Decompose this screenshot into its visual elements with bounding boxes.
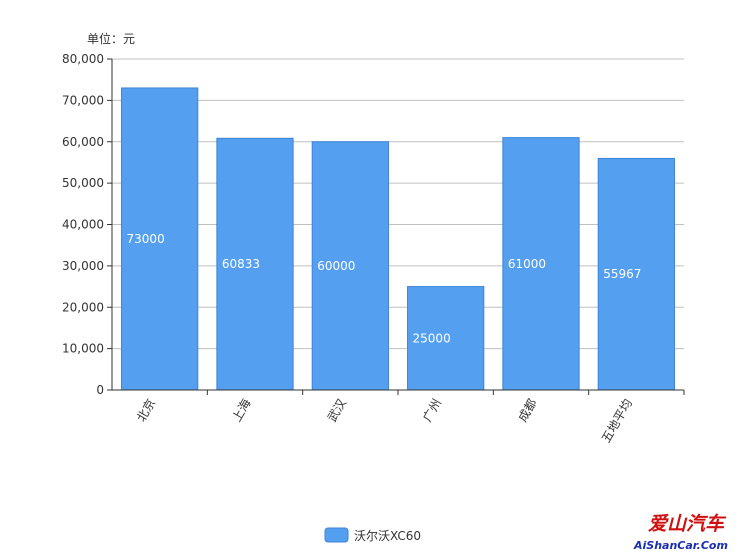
- x-tick-label: 北京: [134, 397, 158, 425]
- y-tick-label: 0: [96, 383, 104, 397]
- y-tick-label: 80,000: [62, 52, 104, 66]
- data-label: 60833: [222, 257, 260, 271]
- x-tick-label: 广州: [420, 397, 444, 425]
- bar[interactable]: [311, 141, 389, 391]
- x-axis-labels: 北京 上海 武汉 广州 成都 五地平均: [134, 390, 685, 446]
- data-labels: 73000 60833 60000 25000 61000 55967: [127, 232, 642, 345]
- bar[interactable]: [597, 157, 675, 391]
- watermark: 爱山汽车 AiShanCar.Com: [633, 513, 728, 552]
- unit-label: 单位：元: [87, 31, 135, 46]
- y-tick-label: 30,000: [62, 259, 104, 273]
- bar[interactable]: [216, 137, 294, 391]
- y-tick-label: 40,000: [62, 218, 104, 232]
- watermark-logo-text: 爱山汽车: [648, 513, 727, 535]
- x-tick-label: 上海: [229, 396, 254, 424]
- y-tick-label: 60,000: [62, 135, 104, 149]
- x-tick-label: 五地平均: [599, 397, 635, 446]
- bar[interactable]: [407, 286, 485, 391]
- data-label: 73000: [127, 232, 165, 246]
- data-label: 55967: [603, 267, 641, 281]
- y-tick-label: 50,000: [62, 176, 104, 190]
- x-tick-label: 成都: [515, 397, 539, 425]
- legend[interactable]: 沃尔沃XC60: [324, 527, 421, 543]
- y-tick-label: 70,000: [62, 93, 104, 107]
- bar[interactable]: [502, 137, 580, 391]
- data-label: 61000: [508, 257, 546, 271]
- y-axis-ticks: 0 10,000 20,000 30,000 40,000 50,000 60,000 70,…: [62, 52, 112, 397]
- data-label: 25000: [413, 331, 451, 345]
- y-tick-label: 10,000: [62, 342, 104, 356]
- grid-lines: [112, 58, 684, 391]
- legend-label[interactable]: 沃尔沃XC60: [354, 528, 421, 543]
- bars: [121, 87, 675, 391]
- x-tick-label: 武汉: [325, 397, 349, 425]
- y-tick-label: 20,000: [62, 300, 104, 314]
- legend-swatch[interactable]: [324, 527, 349, 543]
- data-label: 60000: [317, 259, 355, 273]
- watermark-url: AiShanCar.Com: [633, 539, 728, 552]
- bar[interactable]: [121, 87, 199, 391]
